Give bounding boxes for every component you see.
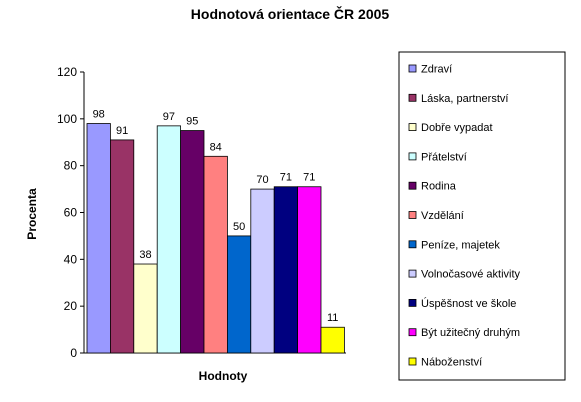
legend-swatch xyxy=(408,64,417,73)
legend-label: Přátelství xyxy=(421,151,467,163)
legend-swatch xyxy=(408,328,417,337)
y-tick-label: 60 xyxy=(64,206,78,220)
legend-label: Zdraví xyxy=(421,64,452,76)
bars xyxy=(86,123,345,354)
data-label: 95 xyxy=(186,116,198,128)
legend-swatch xyxy=(408,152,417,161)
y-tick-label: 0 xyxy=(70,346,77,360)
data-label: 71 xyxy=(303,172,315,184)
y-tick-label: 40 xyxy=(64,252,78,266)
legend-label: Dobře vypadat xyxy=(421,122,493,134)
legend-swatch xyxy=(408,93,417,102)
legend-label: Láska, partnerství xyxy=(421,93,508,105)
legend-label: Rodina xyxy=(421,181,457,193)
bar xyxy=(156,125,181,354)
legend-label: Náboženství xyxy=(421,357,482,369)
data-label: 97 xyxy=(163,111,175,123)
legend-swatch xyxy=(408,123,417,131)
legend-swatch xyxy=(408,298,417,307)
bar xyxy=(226,235,252,354)
chart-title: Hodnotová orientace ČR 2005 xyxy=(191,5,390,22)
legend-swatch xyxy=(408,269,417,278)
bar xyxy=(180,130,205,354)
data-label: 71 xyxy=(280,172,292,184)
legend-swatch xyxy=(408,211,417,219)
y-tick-label: 100 xyxy=(57,112,77,126)
bar xyxy=(86,123,111,354)
legend-label: Volnočasové aktivity xyxy=(421,269,521,281)
y-axis: 0 20 40 60 80 100 120 xyxy=(57,65,346,360)
data-label: 70 xyxy=(256,174,268,186)
legend-label: Být užitečný druhým xyxy=(421,327,520,339)
data-label: 84 xyxy=(210,141,222,153)
legend-swatch xyxy=(408,357,417,366)
bar xyxy=(110,139,135,354)
legend-swatch xyxy=(408,181,417,190)
y-tick-label: 80 xyxy=(64,159,78,173)
data-labels: 98 91 38 97 95 84 50 70 71 71 11 xyxy=(93,109,339,325)
legend-label: Vzdělání xyxy=(421,210,464,222)
data-label: 98 xyxy=(93,109,105,121)
legend-box xyxy=(398,51,566,381)
bar xyxy=(273,186,299,354)
data-label: 38 xyxy=(139,249,151,261)
data-label: 91 xyxy=(116,125,128,137)
data-label: 11 xyxy=(327,312,338,324)
bar xyxy=(133,263,158,354)
legend-label: Peníze, majetek xyxy=(421,239,500,251)
bar xyxy=(297,186,322,354)
x-axis-label: Hodnoty xyxy=(199,369,248,383)
y-axis-label: Procenta xyxy=(25,188,39,240)
bar xyxy=(203,155,228,354)
legend: Zdraví Láska, partnerství Dobře vypadat Přá… xyxy=(398,51,566,381)
legend-label: Úspěšnost ve škole xyxy=(421,297,516,310)
bar xyxy=(250,188,275,354)
y-tick-label: 20 xyxy=(64,299,78,313)
legend-swatch xyxy=(408,240,417,249)
y-tick-label: 120 xyxy=(57,65,77,79)
data-label: 50 xyxy=(233,221,245,233)
bar xyxy=(320,326,345,354)
